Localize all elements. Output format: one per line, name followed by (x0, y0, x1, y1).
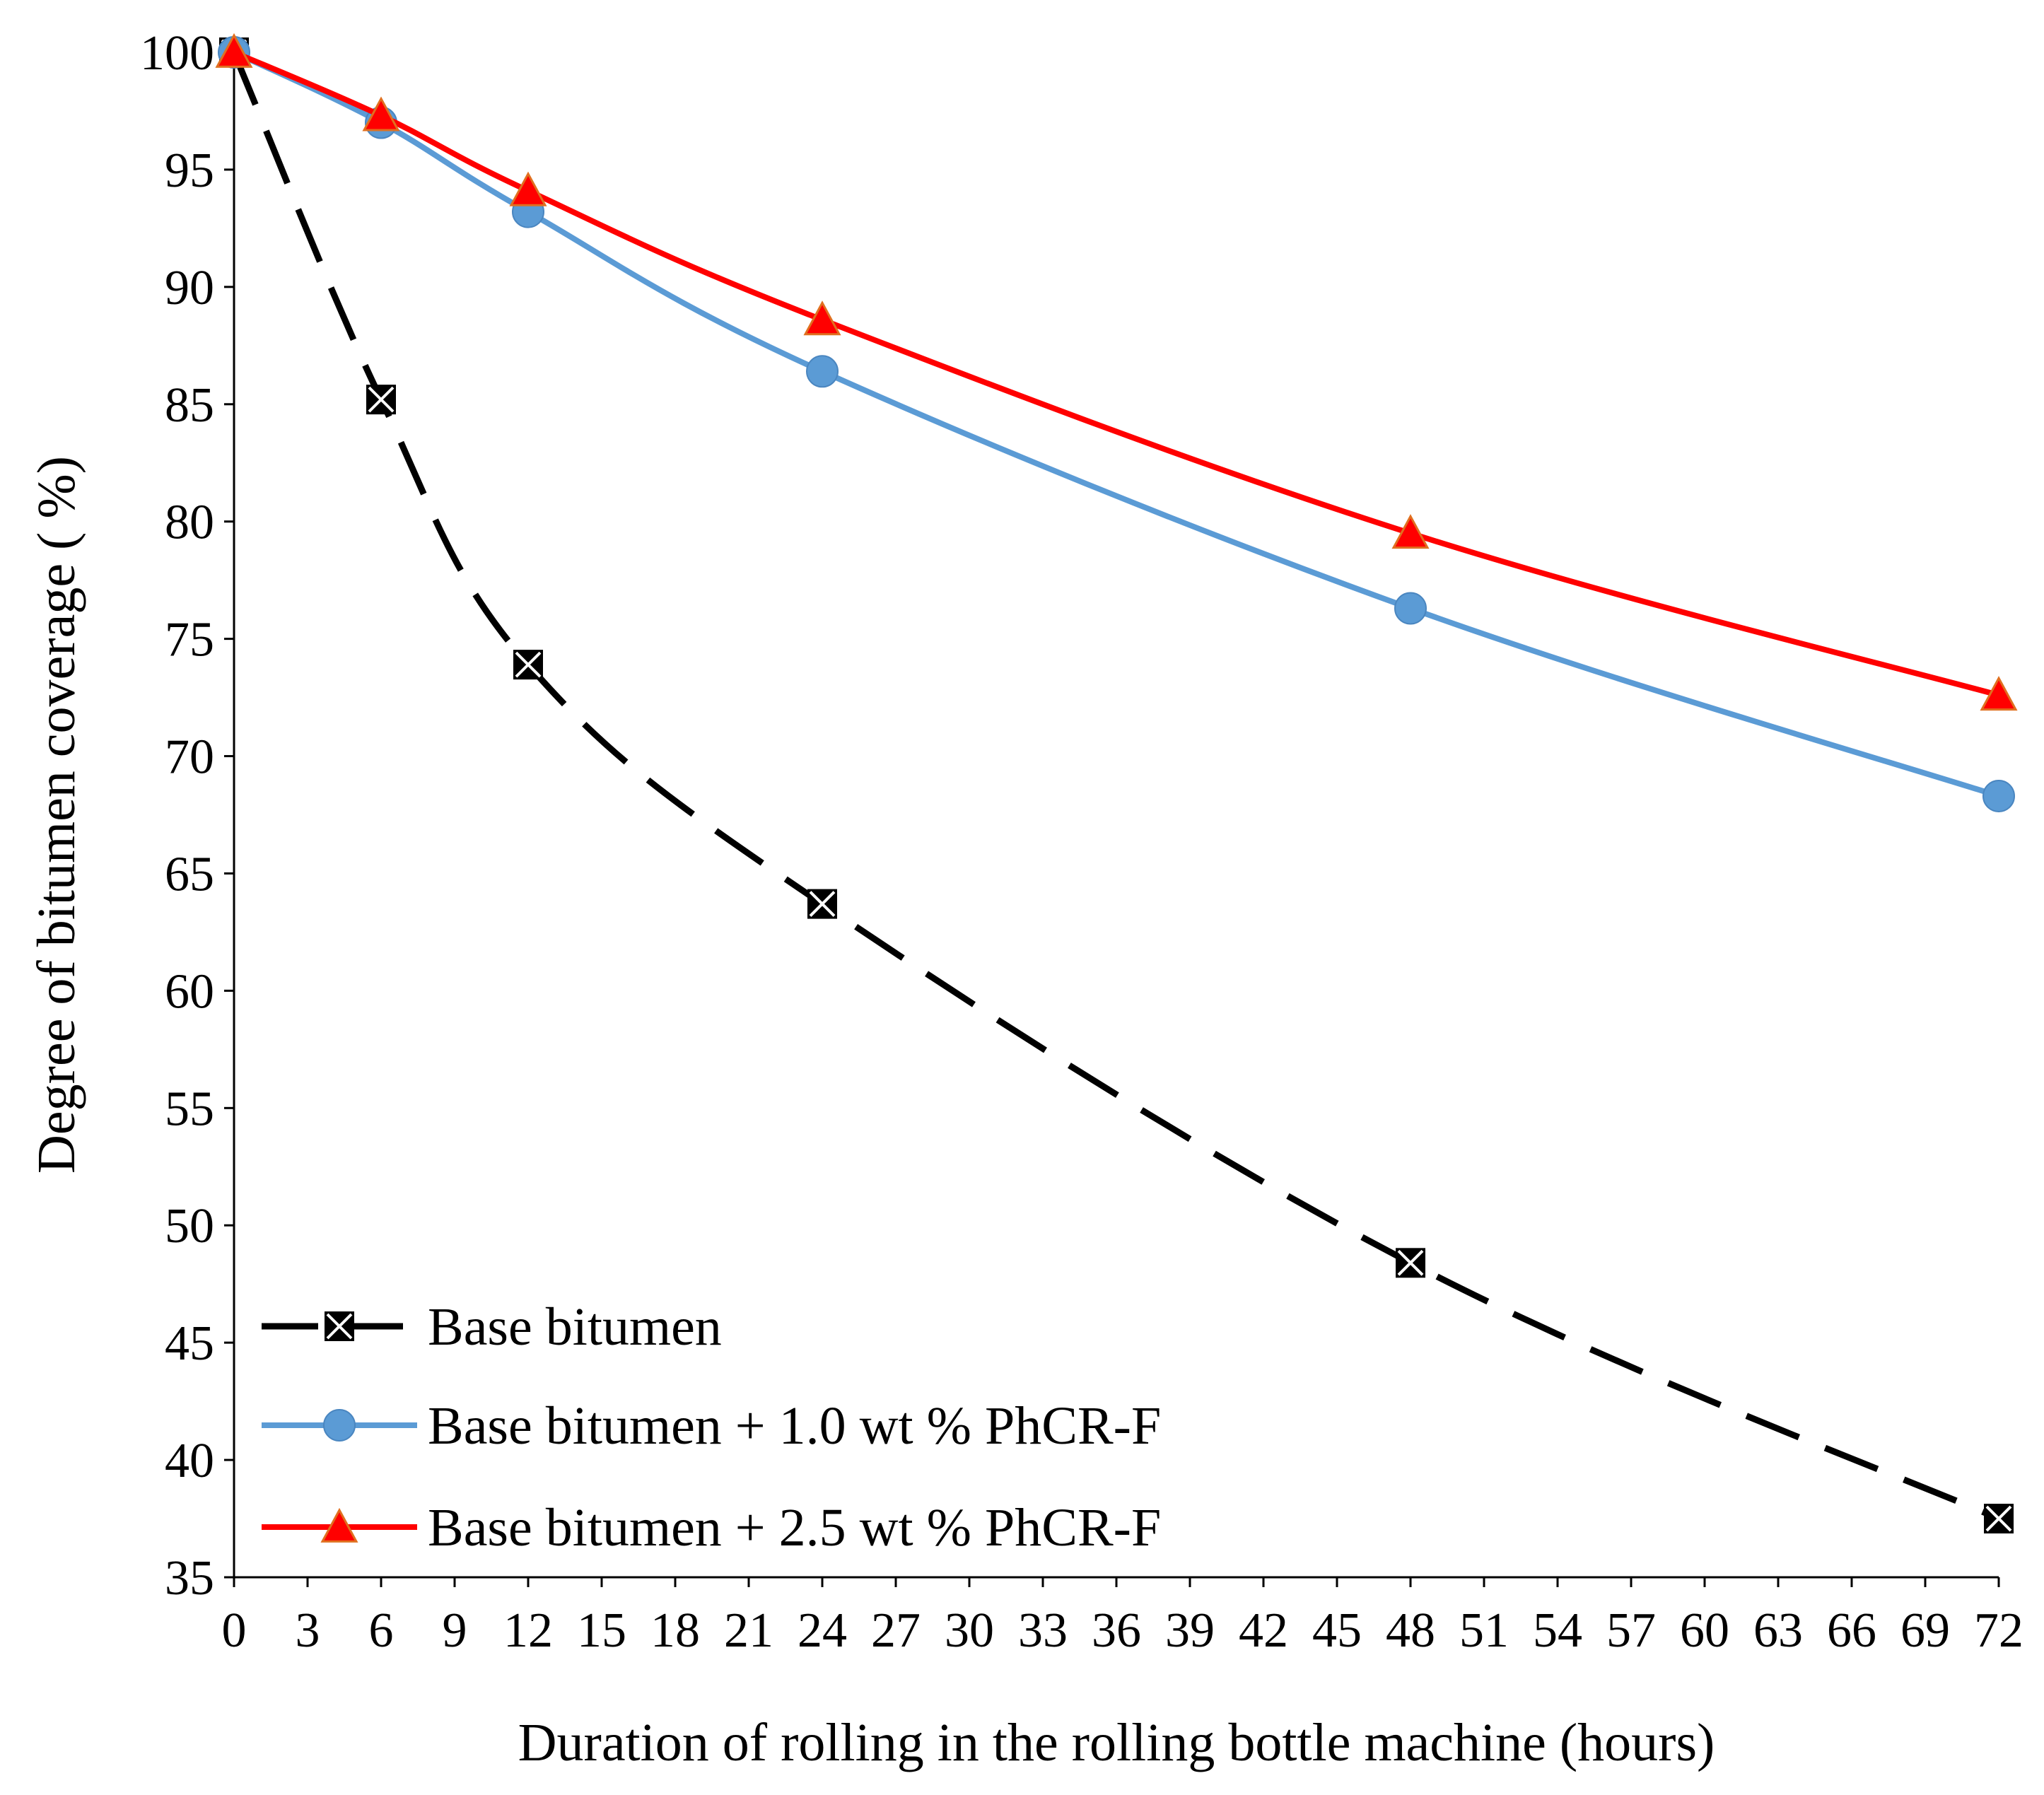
square-marker-cross (1397, 1249, 1424, 1276)
series-line (233, 49, 2000, 799)
data-point (1984, 1504, 2014, 1534)
square-marker-cross (368, 386, 395, 413)
legend-item-1: Base bitumen (262, 1297, 722, 1357)
y-tick-label: 95 (165, 144, 214, 198)
data-point (1396, 1248, 1425, 1278)
y-tick-label: 65 (165, 847, 214, 901)
x-tick-label: 66 (1827, 1603, 1876, 1658)
y-tick-label: 40 (165, 1434, 214, 1488)
series-3 (215, 33, 2018, 711)
x-tick-label: 57 (1606, 1603, 1656, 1658)
x-tick-label: 39 (1165, 1603, 1215, 1658)
square-marker-cross (1985, 1505, 2012, 1532)
x-tick-label: 42 (1239, 1603, 1288, 1658)
x-axis-label: Duration of rolling in the rolling bottl… (518, 1713, 1715, 1772)
y-axis-label: Degree of bitumen coverage ( %) (27, 456, 86, 1174)
x-tick-label: 72 (1974, 1603, 2023, 1658)
x-tick-label: 30 (945, 1603, 994, 1658)
x-tick-label: 27 (871, 1603, 921, 1658)
x-tick-label: 18 (650, 1603, 700, 1658)
y-tick-label: 60 (165, 964, 214, 1019)
square-marker-cross (326, 1313, 353, 1340)
y-axis-ticks: 35 40 45 50 55 60 65 70 75 80 85 90 95 100 (140, 26, 234, 1606)
data-point (362, 96, 400, 131)
x-tick-label: 63 (1753, 1603, 1803, 1658)
data-point (1982, 779, 2015, 812)
data-point (215, 33, 253, 68)
data-point (1980, 676, 2018, 711)
x-tick-label: 48 (1386, 1603, 1435, 1658)
legend-label: Base bitumen + 1.0 wt % PhCR-F (428, 1396, 1161, 1456)
x-tick-label: 24 (798, 1603, 847, 1658)
data-point (1394, 592, 1427, 625)
series-line (230, 51, 2000, 1522)
x-tick-label: 69 (1900, 1603, 1950, 1658)
legend-item-2: Base bitumen + 1.0 wt % PhCR-F (262, 1396, 1161, 1456)
y-tick-label: 85 (165, 378, 214, 433)
x-tick-label: 21 (724, 1603, 773, 1658)
x-tick-label: 15 (577, 1603, 626, 1658)
data-point (1391, 514, 1430, 549)
y-tick-label: 45 (165, 1316, 214, 1371)
legend: Base bitumen Base bitumen + 1.0 wt % PhCR… (262, 1297, 1161, 1557)
x-tick-label: 0 (222, 1603, 247, 1658)
data-point (366, 385, 396, 415)
data-point (513, 650, 543, 680)
square-marker-cross (809, 891, 836, 918)
x-tick-label: 60 (1680, 1603, 1729, 1658)
legend-swatch-marker (320, 1507, 358, 1543)
x-tick-label: 54 (1533, 1603, 1582, 1658)
x-axis-ticks: 0 3 6 9 12 15 18 21 24 27 30 33 36 39 42 45 48 51 54 57 60 63… (222, 1577, 2023, 1658)
square-marker-cross (515, 651, 542, 678)
y-tick-label: 35 (165, 1551, 214, 1606)
legend-swatch-marker (323, 1409, 356, 1442)
y-tick-label: 100 (140, 26, 214, 81)
x-tick-label: 36 (1092, 1603, 1141, 1658)
data-point (509, 171, 547, 206)
y-tick-label: 75 (165, 613, 214, 667)
series-line (233, 49, 2000, 698)
x-tick-label: 3 (296, 1603, 320, 1658)
x-tick-label: 51 (1459, 1603, 1509, 1658)
x-tick-label: 33 (1018, 1603, 1068, 1658)
legend-swatch-marker (325, 1311, 354, 1341)
x-tick-label: 45 (1312, 1603, 1362, 1658)
y-tick-label: 50 (165, 1199, 214, 1253)
data-point (803, 300, 841, 336)
legend-label: Base bitumen (428, 1297, 722, 1357)
y-tick-label: 80 (165, 496, 214, 550)
legend-label: Base bitumen + 2.5 wt % PhCR-F (428, 1498, 1161, 1557)
y-tick-label: 70 (165, 730, 214, 785)
x-tick-label: 6 (369, 1603, 394, 1658)
data-point (806, 355, 839, 388)
data-point (807, 889, 837, 919)
series-group (215, 33, 2018, 1534)
x-tick-label: 12 (503, 1603, 553, 1658)
y-tick-label: 55 (165, 1082, 214, 1136)
y-tick-label: 90 (165, 261, 214, 315)
x-tick-label: 9 (443, 1603, 467, 1658)
legend-item-3: Base bitumen + 2.5 wt % PhCR-F (262, 1498, 1161, 1557)
